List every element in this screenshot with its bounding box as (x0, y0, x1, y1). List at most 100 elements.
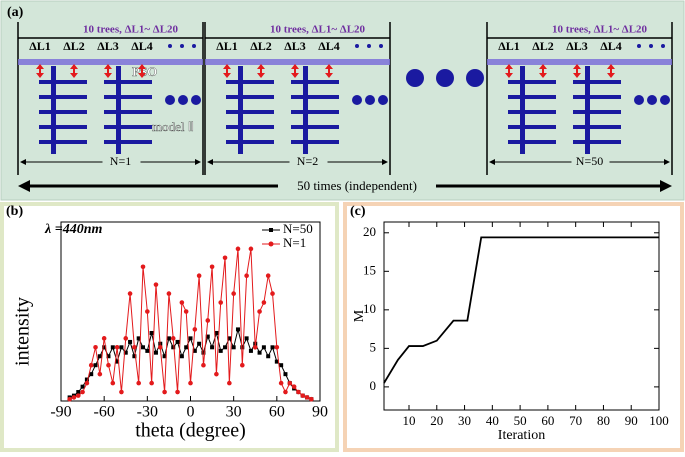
tree-branch (291, 140, 339, 144)
point (157, 345, 163, 350)
model-label: model Ⅱ (152, 119, 194, 134)
point (283, 372, 288, 377)
point (223, 345, 228, 350)
point (227, 336, 232, 341)
point (101, 336, 107, 341)
x-axis-label: Iteration (498, 428, 545, 443)
x-tick-label: 60 (541, 413, 554, 428)
tree-branch (226, 140, 274, 144)
point (149, 330, 154, 335)
panel-b-bg (0, 202, 339, 452)
delta-label: ΔL3 (97, 39, 119, 53)
legend-marker (268, 241, 274, 247)
point (227, 380, 232, 386)
arrow-head (223, 64, 231, 78)
point (270, 291, 275, 296)
delta-label: ΔL4 (131, 39, 153, 53)
pso-label: PSO (132, 64, 157, 79)
y-axis-label: M (352, 309, 367, 322)
point (257, 309, 262, 314)
point (97, 371, 103, 377)
point (266, 354, 271, 359)
point (166, 291, 172, 296)
x-tick-label: 0 (187, 404, 195, 421)
run-label: N=2 (297, 154, 318, 168)
delta-label: ΔL2 (532, 39, 554, 53)
tree-branch (573, 110, 621, 114)
arrow-head (291, 64, 299, 78)
group-header: 10 trees, ΔL1~ ΔL20 (552, 24, 648, 36)
x-tick-label: -30 (137, 404, 158, 421)
ellipsis-dot (436, 69, 454, 87)
point (279, 363, 284, 368)
tree-branch (39, 140, 87, 144)
point (218, 300, 224, 305)
tree-branch (104, 125, 152, 129)
point (235, 246, 241, 252)
x-tick-label: 100 (649, 413, 669, 428)
tree-branch (226, 125, 274, 129)
tree-branch (104, 80, 152, 84)
y-tick-label: 20 (363, 224, 376, 239)
point (235, 327, 240, 332)
point (128, 339, 133, 344)
y-tick-label: 0 (370, 378, 377, 393)
arrow-head (104, 64, 112, 78)
group-header: 10 trees, ΔL1~ ΔL20 (83, 24, 179, 36)
delta-label: ΔL1 (498, 39, 520, 53)
point (80, 389, 85, 395)
point (136, 380, 141, 386)
point (222, 255, 228, 261)
arrow-head (573, 64, 581, 78)
ellipsis-dot (352, 95, 362, 105)
x-tick-label: 20 (430, 413, 443, 428)
point (192, 327, 198, 332)
point (240, 362, 245, 368)
run-label: N=50 (576, 154, 603, 168)
tree-branch (226, 95, 274, 99)
point (171, 345, 176, 350)
point (102, 345, 107, 350)
point (248, 246, 254, 252)
point (123, 350, 128, 355)
legend-label: N=50 (283, 221, 313, 236)
point (136, 336, 141, 341)
run-label-bg (102, 155, 141, 169)
x-tick-label: 70 (569, 413, 582, 428)
point (75, 393, 81, 398)
small-dot (637, 44, 641, 48)
delta-label: ΔL1 (216, 39, 238, 53)
point (106, 354, 111, 359)
tree-branch (226, 80, 274, 84)
arrow-head (36, 64, 44, 78)
point (179, 354, 184, 359)
point (110, 380, 116, 386)
point (291, 384, 297, 389)
delta-label: ΔL4 (600, 39, 622, 53)
arrow-head (539, 64, 547, 78)
panel-label: (c) (350, 204, 366, 219)
x-tick-label: 90 (625, 413, 638, 428)
point (183, 309, 189, 314)
point (205, 318, 211, 323)
point (93, 363, 98, 368)
point (153, 350, 158, 355)
legend-marker (269, 228, 273, 232)
tree-branch (291, 110, 339, 114)
delta-label: ΔL3 (566, 39, 588, 53)
y-tick-label: 10 (363, 301, 376, 316)
tree-branch (226, 110, 274, 114)
x-tick-label: 80 (597, 413, 610, 428)
point (114, 345, 120, 350)
point (196, 273, 202, 279)
delta-label: ΔL2 (63, 39, 85, 53)
point (175, 339, 180, 344)
point (261, 345, 266, 350)
pso-line (487, 59, 672, 65)
point (140, 264, 146, 270)
arrow-head (325, 64, 333, 78)
footer-label: 50 times (independent) (297, 178, 417, 193)
run-label: N=1 (110, 154, 131, 168)
arrow-head (138, 64, 146, 78)
point (244, 336, 249, 341)
